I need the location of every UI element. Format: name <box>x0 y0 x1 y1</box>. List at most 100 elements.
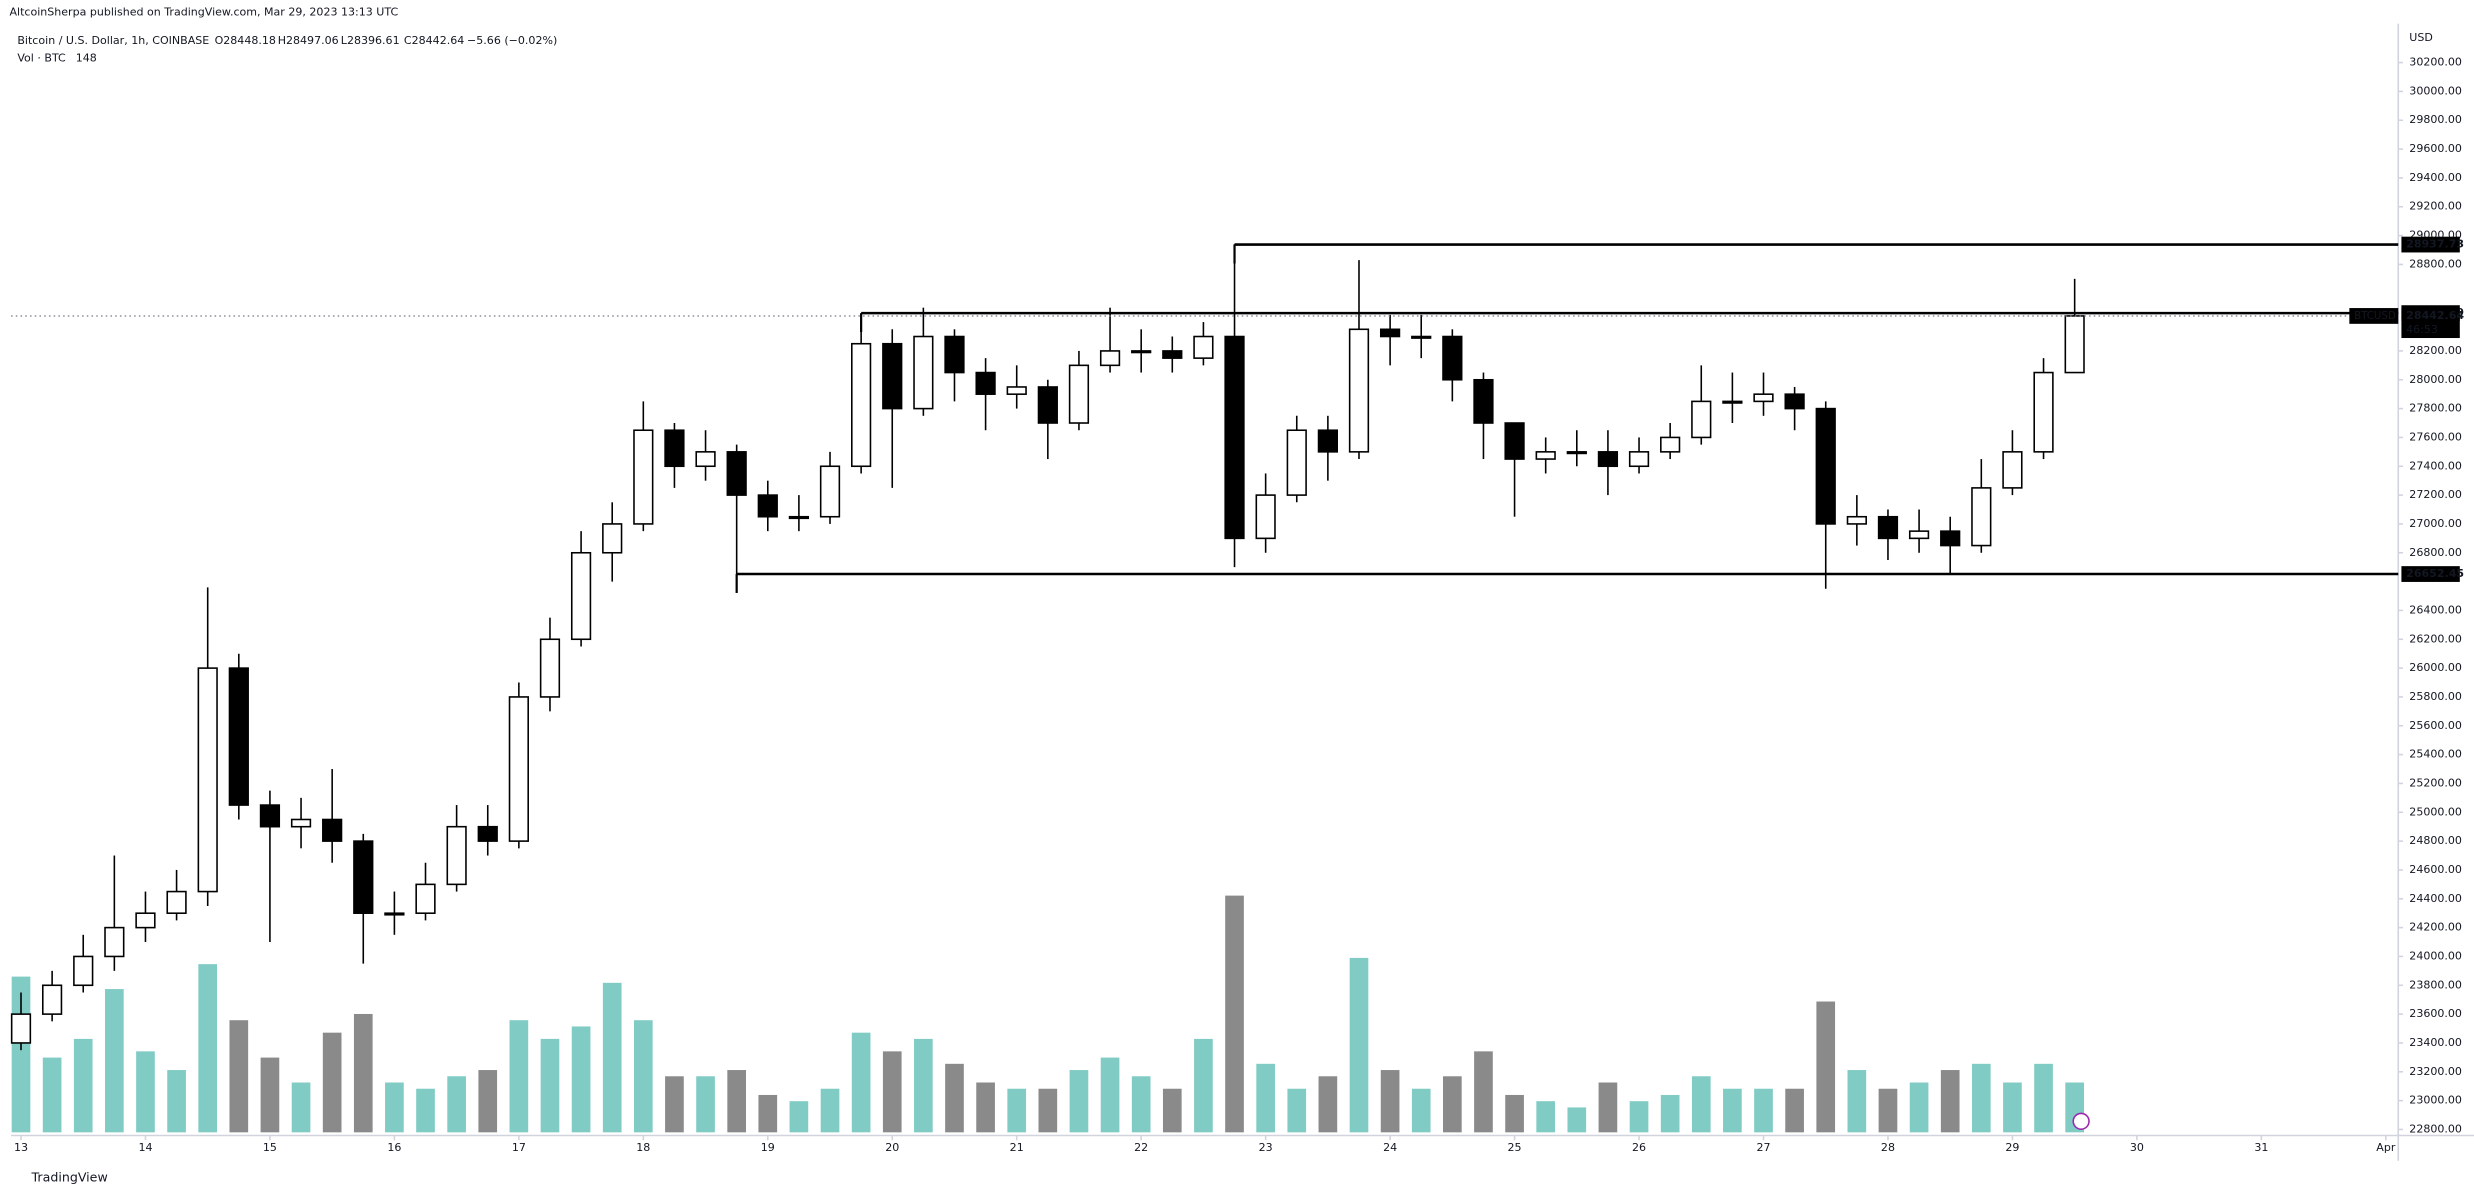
candle-body <box>819 465 841 518</box>
candle-body <box>1131 350 1152 354</box>
publisher: AltcoinSherpa published on TradingView.c… <box>9 6 398 19</box>
y-tick-label: 25400.00 <box>2409 748 2462 761</box>
candle-body <box>570 551 592 641</box>
candle-body <box>1753 393 1774 403</box>
x-tick-label: 18 <box>636 1141 650 1154</box>
y-tick-label: 27000.00 <box>2409 517 2462 530</box>
volume-bar <box>914 1038 933 1133</box>
candle-body <box>477 825 498 842</box>
candle-body <box>10 1013 32 1044</box>
y-tick-label: 25600.00 <box>2409 719 2462 732</box>
volume-bar <box>1754 1088 1773 1133</box>
volume-bar <box>727 1070 747 1133</box>
last-price-box <box>2401 308 2460 339</box>
y-tick-label: 23000.00 <box>2409 1094 2462 1107</box>
volume-bar <box>1007 1088 1027 1133</box>
open-value: O28448.18 <box>215 34 276 47</box>
candle-body <box>788 515 810 520</box>
volume-bar <box>540 1038 560 1133</box>
close-value: C28442.64 <box>404 34 464 47</box>
candle-body <box>1784 393 1805 410</box>
x-tick-label: 13 <box>14 1141 28 1154</box>
y-tick-label: 27800.00 <box>2409 402 2462 415</box>
volume-bar <box>789 1101 809 1133</box>
candle-body <box>944 335 965 374</box>
x-tick-label: 20 <box>885 1141 899 1154</box>
candle-body <box>41 984 63 1015</box>
candle-body <box>2033 371 2054 453</box>
volume-bar <box>976 1082 995 1133</box>
volume-bar <box>2034 1063 2053 1133</box>
volume-bar <box>353 1013 373 1133</box>
candle-body <box>1224 335 1245 540</box>
countdown: 46:53 <box>2406 323 2438 336</box>
y-tick-label: 28800.00 <box>2409 257 2462 270</box>
y-tick-label: 24600.00 <box>2409 863 2462 876</box>
alert-icon[interactable] <box>2072 1112 2090 1130</box>
candle-body <box>1535 451 1556 460</box>
y-tick-label: 29800.00 <box>2409 113 2462 126</box>
volume-bar <box>696 1076 715 1133</box>
candle-body <box>508 696 529 842</box>
candle-body <box>353 840 374 914</box>
volume-bar <box>1411 1088 1431 1133</box>
candle-body <box>633 429 654 525</box>
low-value: L28396.61 <box>341 34 400 47</box>
volume-bar <box>385 1082 404 1133</box>
y-tick-label: 29400.00 <box>2409 171 2462 184</box>
x-tick-label: 31 <box>2254 1141 2268 1154</box>
y-tick-label: 28200.00 <box>2409 344 2462 357</box>
x-tick-label: 22 <box>1134 1141 1148 1154</box>
y-tick-label: 24800.00 <box>2409 834 2462 847</box>
currency: USD <box>2409 31 2433 44</box>
x-tick-label: 16 <box>387 1141 401 1154</box>
volume-bar <box>1505 1094 1524 1133</box>
candle-body <box>726 451 747 496</box>
y-tick-label: 23200.00 <box>2409 1065 2462 1078</box>
candle-body <box>1379 328 1401 338</box>
volume-bar <box>260 1057 280 1133</box>
candle-body <box>197 667 218 893</box>
y-tick-label: 26200.00 <box>2409 632 2462 645</box>
candle-body <box>135 912 156 929</box>
volume-bar <box>416 1088 435 1133</box>
candle-body <box>1877 515 1899 540</box>
y-tick-label: 28000.00 <box>2409 373 2462 386</box>
volume-bar <box>478 1070 498 1133</box>
last-price-label: 28442.64 <box>2406 309 2464 322</box>
candle-body <box>1068 364 1090 424</box>
y-tick-label: 23800.00 <box>2409 978 2462 991</box>
volume-bar <box>2003 1082 2022 1133</box>
candle-body <box>1099 350 1121 367</box>
volume-bar <box>1723 1088 1742 1133</box>
ticker: BTCUSD <box>2354 310 2396 322</box>
y-tick-label: 29200.00 <box>2409 200 2462 213</box>
volume-bar <box>322 1032 342 1133</box>
volume-bar <box>509 1020 529 1133</box>
volume-bar <box>1847 1070 1867 1133</box>
volume-bar <box>1660 1094 1680 1133</box>
x-tick-label: Apr <box>2376 1141 2396 1154</box>
high-value: H28497.06 <box>278 34 339 47</box>
candle-body <box>290 818 312 828</box>
x-tick-label: 30 <box>2130 1141 2144 1154</box>
volume-bar <box>198 964 218 1133</box>
candle-body <box>664 429 685 468</box>
x-tick-label: 23 <box>1259 1141 1273 1154</box>
x-tick-label: 21 <box>1010 1141 1024 1154</box>
volume-bar <box>136 1051 155 1133</box>
volume-bar <box>1971 1063 1991 1133</box>
candle-body <box>1908 530 1930 540</box>
candle-body <box>1722 400 1743 404</box>
candle-body <box>695 451 716 468</box>
volume-bar <box>1256 1063 1275 1133</box>
candle-body <box>1411 335 1432 339</box>
level-label: 28937.73 <box>2406 238 2464 251</box>
volume-bar <box>1287 1088 1307 1133</box>
volume-bar <box>1629 1101 1649 1133</box>
candle-body <box>322 818 343 842</box>
volume-bar <box>291 1082 311 1133</box>
volume-bar <box>167 1070 186 1133</box>
candle-body <box>1473 378 1494 424</box>
volume-bar <box>1380 1070 1400 1133</box>
